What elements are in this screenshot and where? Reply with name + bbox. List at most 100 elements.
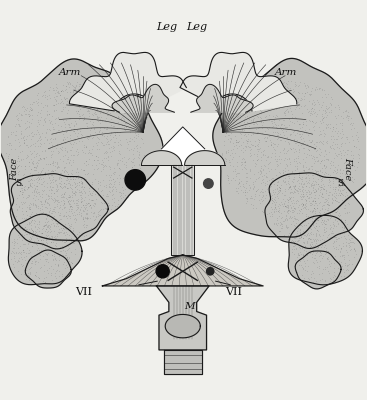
Point (57, 180, 63, 186)
Point (326, 176, 332, 183)
Point (330, 277, 336, 284)
Point (273, 80, 279, 86)
Point (67, 204, 73, 210)
Point (68, 126, 73, 132)
Point (52, 198, 58, 204)
Point (263, 173, 269, 180)
Point (36, 180, 41, 186)
Point (333, 115, 339, 121)
Point (264, 90, 270, 97)
Point (281, 192, 287, 198)
Point (297, 182, 302, 189)
Point (33, 202, 39, 208)
Point (50, 124, 55, 130)
Point (226, 124, 232, 130)
Point (328, 136, 334, 142)
Point (238, 135, 244, 142)
Point (13, 161, 19, 167)
Point (339, 263, 345, 269)
Point (54, 203, 60, 209)
Point (103, 148, 109, 154)
Point (26, 239, 32, 246)
Point (258, 118, 264, 124)
Point (8, 131, 14, 138)
Point (223, 127, 229, 134)
Point (244, 130, 250, 137)
Point (55, 127, 61, 133)
Point (240, 181, 246, 187)
Point (107, 94, 113, 100)
Point (12, 137, 18, 144)
Point (346, 121, 352, 127)
Point (57, 171, 62, 177)
Point (350, 162, 356, 168)
Point (72, 84, 77, 90)
Point (338, 152, 344, 158)
Point (309, 138, 315, 145)
Point (67, 181, 73, 188)
Point (297, 160, 303, 166)
Point (50, 219, 55, 226)
Point (99, 157, 105, 164)
Point (260, 193, 266, 199)
Point (294, 228, 299, 234)
Point (54, 183, 60, 189)
Point (309, 172, 315, 178)
Point (312, 101, 318, 107)
Point (127, 138, 132, 144)
Point (315, 86, 320, 92)
Point (246, 102, 252, 108)
Point (345, 147, 351, 153)
Point (288, 194, 294, 200)
Point (52, 135, 58, 142)
Point (272, 197, 278, 203)
Point (134, 128, 140, 134)
Point (299, 272, 305, 278)
Point (46, 264, 52, 271)
Point (50, 265, 56, 272)
Point (286, 156, 292, 162)
Point (275, 220, 281, 226)
Point (56, 230, 62, 236)
Point (284, 225, 290, 232)
Point (323, 250, 328, 256)
Point (37, 205, 43, 211)
Point (301, 166, 307, 173)
Point (272, 201, 277, 208)
Point (325, 104, 331, 111)
Point (261, 151, 266, 158)
Point (280, 218, 286, 224)
Point (336, 106, 342, 112)
Point (322, 107, 328, 114)
Point (51, 213, 57, 219)
Point (334, 218, 340, 224)
Point (330, 240, 335, 246)
Point (344, 266, 349, 273)
Point (26, 266, 32, 272)
Point (58, 108, 64, 114)
Point (22, 236, 28, 242)
Point (240, 149, 246, 156)
Point (330, 194, 335, 201)
Point (286, 174, 292, 181)
Point (355, 150, 361, 157)
Point (319, 217, 324, 223)
Point (115, 201, 121, 207)
Point (259, 198, 265, 205)
Point (270, 128, 276, 135)
Point (284, 106, 290, 112)
Point (62, 238, 68, 245)
Point (24, 237, 30, 243)
Point (345, 200, 351, 206)
Point (85, 134, 91, 140)
Point (313, 223, 319, 230)
Point (47, 95, 52, 101)
Point (25, 270, 31, 276)
Point (330, 213, 336, 219)
Point (298, 180, 304, 187)
Point (333, 184, 339, 190)
Point (257, 107, 262, 114)
Point (262, 128, 268, 134)
Point (299, 182, 305, 189)
Point (242, 113, 248, 120)
